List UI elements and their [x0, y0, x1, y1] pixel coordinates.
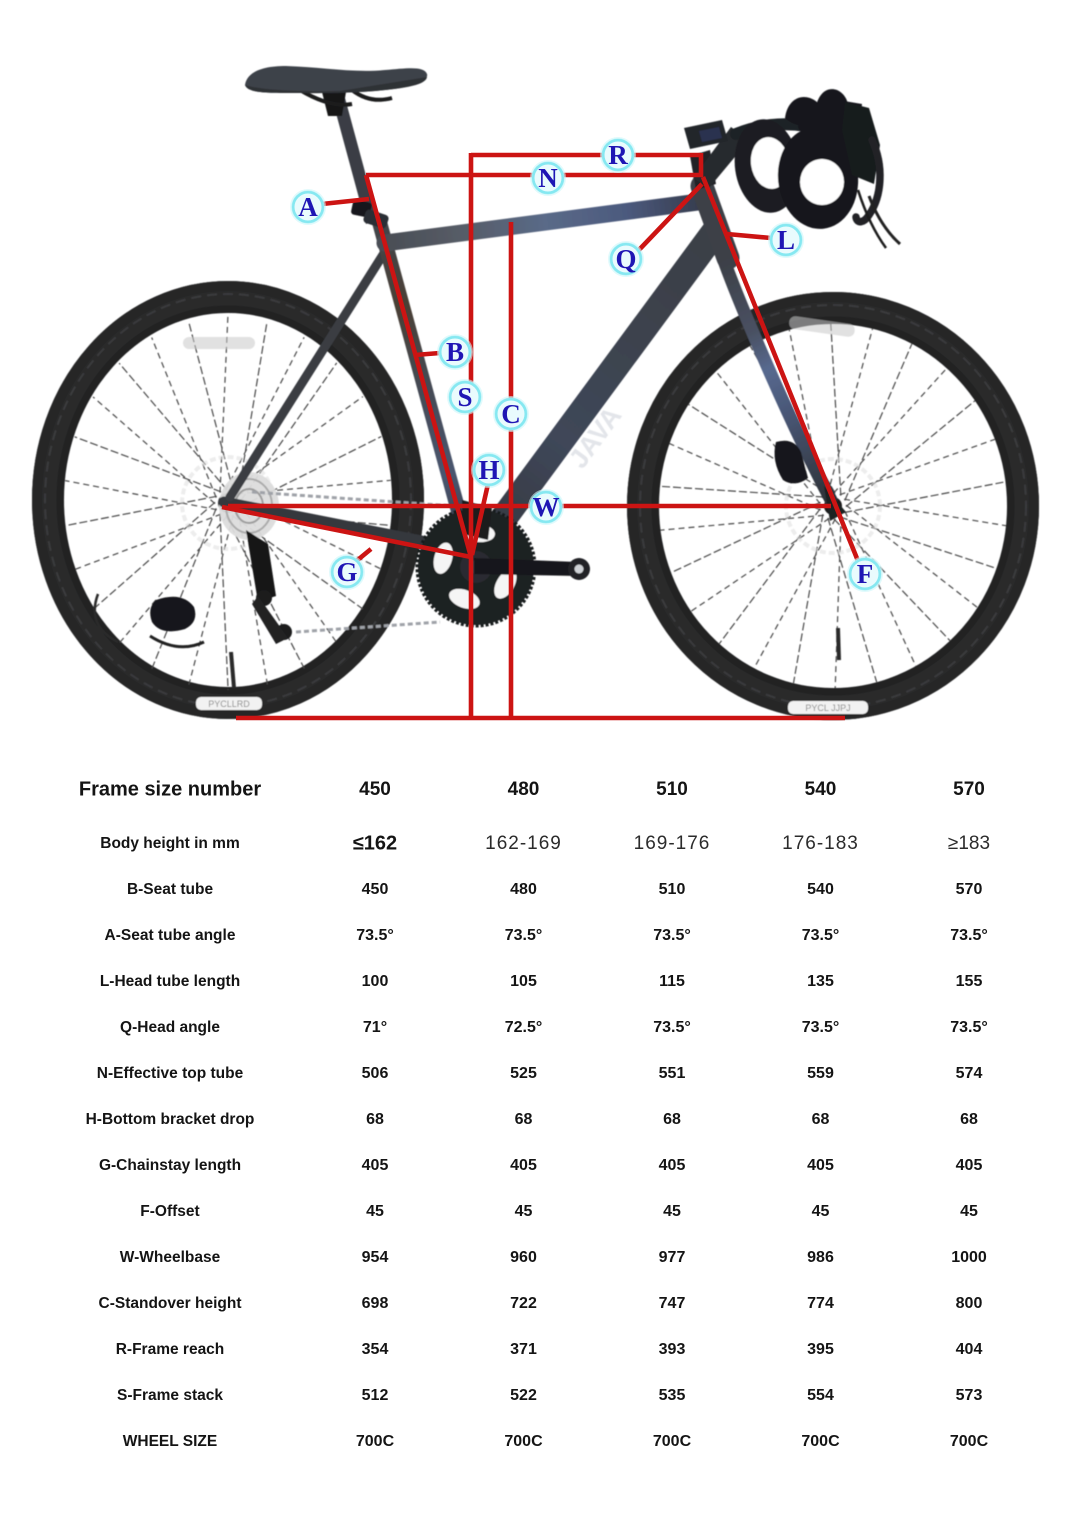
svg-text:Q: Q [615, 244, 636, 274]
svg-text:C: C [501, 399, 521, 429]
svg-text:N: N [538, 163, 558, 193]
svg-text:R: R [608, 140, 628, 170]
svg-text:PYCLLRD: PYCLLRD [208, 699, 250, 709]
svg-text:S: S [457, 382, 472, 412]
svg-text:L: L [777, 225, 795, 255]
svg-text:F: F [857, 559, 874, 589]
svg-text:B: B [446, 337, 464, 367]
svg-text:A: A [298, 192, 318, 222]
svg-text:H: H [478, 455, 499, 485]
svg-text:W: W [533, 492, 560, 522]
svg-text:G: G [336, 557, 357, 587]
svg-text:PYCL JJPJ: PYCL JJPJ [805, 703, 850, 713]
